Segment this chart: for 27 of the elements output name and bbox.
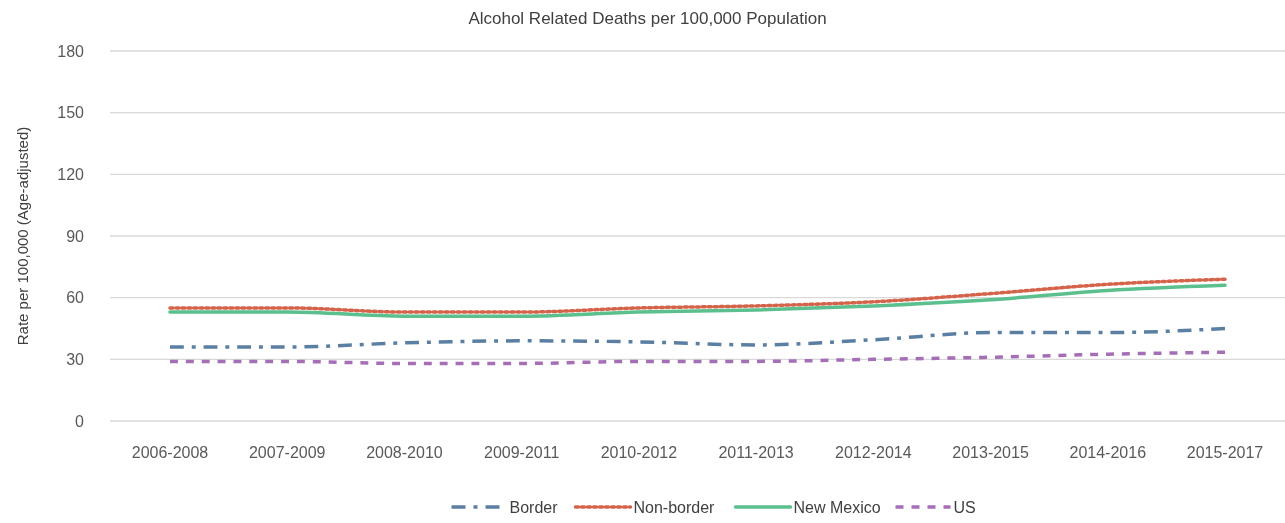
y-tick-label: 180 xyxy=(57,42,85,60)
y-axis-title: Rate per 100,000 (Age-adjusted) xyxy=(14,126,31,346)
legend-label: Border xyxy=(509,499,559,516)
legend-label: New Mexico xyxy=(793,499,881,516)
y-tick-label: 120 xyxy=(57,165,85,183)
chart-title: Alcohol Related Deaths per 100,000 Population xyxy=(468,9,827,28)
line-series xyxy=(168,350,1227,366)
line-series xyxy=(168,277,1227,314)
legend-label: US xyxy=(953,499,976,516)
x-tick-label: 2008-2010 xyxy=(366,444,443,461)
x-tick-label: 2015-2017 xyxy=(1186,444,1264,461)
x-tick-label: 2012-2014 xyxy=(835,444,912,461)
y-tick-label: 150 xyxy=(57,104,85,122)
y-tick-label: 0 xyxy=(75,412,85,430)
y-tick-label: 30 xyxy=(66,350,85,368)
x-tick-label: 2010-2012 xyxy=(600,444,678,461)
legend-label: Non-border xyxy=(633,499,716,516)
x-tick-label: 2009-2011 xyxy=(484,444,560,461)
y-tick-label: 90 xyxy=(66,227,85,245)
x-tick-label: 2011-2013 xyxy=(718,444,794,461)
x-tick-label: 2007-2009 xyxy=(248,444,326,461)
line-series xyxy=(168,283,1227,318)
x-tick-label: 2006-2008 xyxy=(131,444,209,461)
x-tick-label: 2013-2015 xyxy=(952,444,1029,461)
y-tick-label: 60 xyxy=(66,289,85,307)
x-tick-label: 2014-2016 xyxy=(1069,444,1147,461)
line-series xyxy=(168,326,1227,349)
